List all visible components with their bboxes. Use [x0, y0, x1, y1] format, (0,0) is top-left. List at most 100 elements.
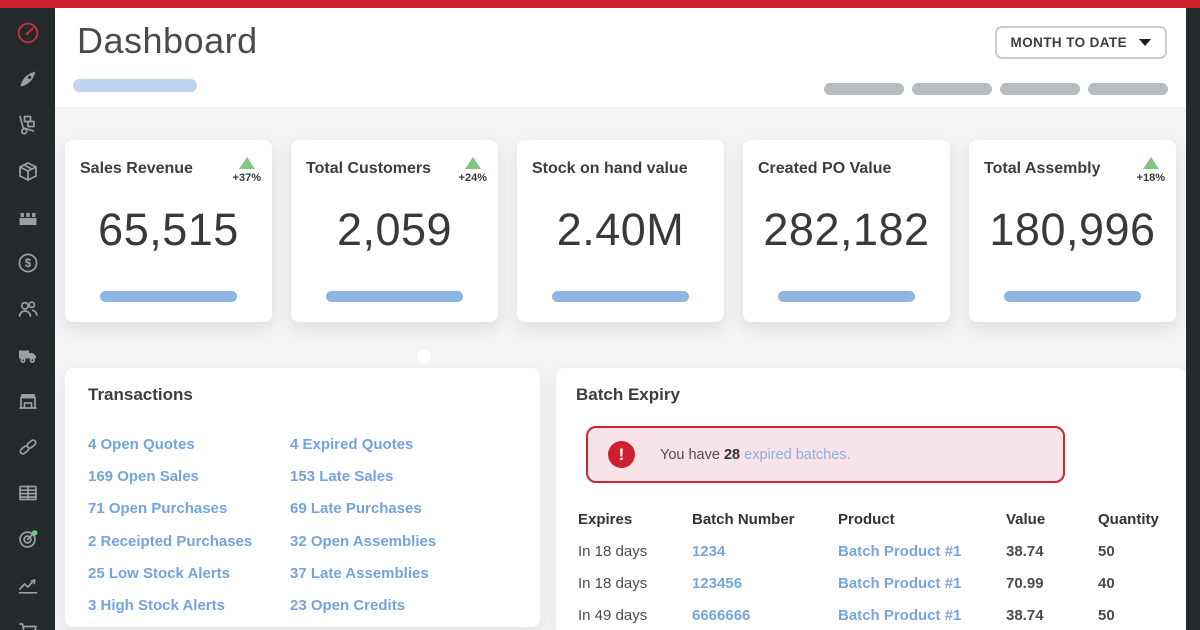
- shopping-cart-icon: [18, 623, 37, 630]
- sidebar-item-analytics[interactable]: [14, 573, 42, 597]
- batch-expiry-panel: Batch Expiry ! You have 28 expired batch…: [556, 368, 1186, 630]
- transactions-panel-title: Transactions: [88, 385, 193, 404]
- scroll-indicator-dot: [417, 350, 431, 364]
- kpi-card-title: Created PO Value: [758, 160, 892, 177]
- line-chart-icon: [18, 579, 37, 594]
- table-icon: [18, 485, 37, 501]
- trend-value: +37%: [232, 172, 261, 184]
- rocket-icon: [20, 71, 35, 87]
- trend-value: +24%: [458, 172, 487, 184]
- cell-expires: In 49 days: [578, 606, 648, 624]
- expired-batches-link[interactable]: expired batches.: [744, 446, 851, 463]
- dashboard-gauge-icon: [17, 22, 38, 44]
- transactions-panel: Transactions 4 Open Quotes 4 Expired Quo…: [65, 368, 540, 627]
- nav-placeholder-bar: [1088, 83, 1168, 95]
- kpi-bar-placeholder: [1004, 291, 1141, 302]
- sidebar-item-receiving[interactable]: [14, 113, 42, 137]
- link-open-sales[interactable]: 169 Open Sales: [88, 467, 199, 485]
- product-link[interactable]: Batch Product #1: [838, 574, 962, 592]
- link-late-sales[interactable]: 153 Late Sales: [290, 467, 394, 485]
- link-expired-quotes[interactable]: 4 Expired Quotes: [290, 435, 414, 453]
- sidebar-item-rocket[interactable]: [14, 67, 42, 91]
- batch-number-link[interactable]: 1234: [692, 542, 726, 560]
- batch-expiry-panel-title: Batch Expiry: [576, 385, 680, 404]
- sidebar-item-store[interactable]: [14, 389, 42, 413]
- kpi-bar-placeholder: [326, 291, 463, 302]
- chevron-down-icon: [1139, 39, 1151, 46]
- sidebar-item-dashboard[interactable]: [14, 21, 42, 45]
- link-high-stock-alerts[interactable]: 3 High Stock Alerts: [88, 597, 225, 615]
- sidebar-nav: $: [0, 8, 55, 630]
- nav-placeholder-bars: [824, 83, 1168, 95]
- trend-indicator: +24%: [459, 157, 487, 184]
- sidebar-item-integrations[interactable]: [14, 435, 42, 459]
- trend-up-icon: [1142, 157, 1159, 169]
- kpi-card-sales-revenue: Sales Revenue +37% 65,515: [65, 140, 272, 322]
- expired-batches-alert: ! You have 28 expired batches.: [586, 426, 1065, 483]
- transactions-links: 4 Open Quotes 4 Expired Quotes 169 Open …: [88, 428, 530, 622]
- trend-up-icon: [464, 157, 481, 169]
- breadcrumb-placeholder: [73, 79, 197, 92]
- batch-number-link[interactable]: 123456: [692, 574, 743, 592]
- col-header-product: Product: [838, 510, 895, 528]
- col-header-expires: Expires: [578, 510, 633, 528]
- link-receipted-purchases[interactable]: 2 Receipted Purchases: [88, 532, 253, 550]
- col-header-batch-number: Batch Number: [692, 510, 795, 528]
- col-header-value: Value: [1006, 510, 1046, 528]
- factory-icon: [19, 213, 36, 225]
- nav-placeholder-bar: [912, 83, 992, 95]
- cell-quantity: 50: [1098, 606, 1115, 624]
- customers-icon: [18, 301, 38, 317]
- trend-value: +18%: [1136, 172, 1165, 184]
- kpi-card-created-po-value: Created PO Value 282,182: [743, 140, 950, 322]
- link-low-stock-alerts[interactable]: 25 Low Stock Alerts: [88, 564, 230, 582]
- link-open-credits[interactable]: 23 Open Credits: [290, 597, 406, 615]
- batch-expiry-table: Expires Batch Number Product Value Quant…: [578, 503, 1166, 630]
- alert-prefix: You have: [660, 446, 720, 463]
- sidebar-item-finance[interactable]: $: [14, 251, 42, 275]
- money-coin-icon: $: [18, 253, 37, 273]
- kpi-card-title: Stock on hand value: [532, 160, 688, 177]
- kpi-card-value: 180,996: [989, 204, 1156, 255]
- nav-placeholder-bar: [1000, 83, 1080, 95]
- kpi-card-value: 2.40M: [556, 204, 685, 255]
- sidebar-item-reports[interactable]: [14, 481, 42, 505]
- batch-number-link[interactable]: 6666666: [692, 606, 751, 624]
- col-header-quantity: Quantity: [1098, 510, 1159, 528]
- product-link[interactable]: Batch Product #1: [838, 542, 962, 560]
- link-open-assemblies[interactable]: 32 Open Assemblies: [290, 532, 437, 550]
- period-selector-label: MONTH TO DATE: [1010, 35, 1127, 50]
- alert-count: 28: [723, 446, 741, 463]
- page-title: Dashboard: [77, 20, 258, 61]
- link-icon: [18, 439, 37, 455]
- page-header: Dashboard MONTH TO DATE: [55, 8, 1186, 107]
- cell-quantity: 50: [1098, 542, 1115, 560]
- kpi-bar-placeholder: [778, 291, 915, 302]
- sidebar-item-shipping[interactable]: [14, 343, 42, 367]
- kpi-card-title: Total Customers: [306, 160, 432, 177]
- sidebar-item-manufacturing[interactable]: [14, 205, 42, 229]
- kpi-card-value: 2,059: [336, 204, 453, 255]
- cell-quantity: 40: [1098, 574, 1115, 592]
- sidebar-item-goals[interactable]: [14, 527, 42, 551]
- trend-indicator: +37%: [233, 157, 261, 184]
- storefront-icon: [18, 394, 37, 409]
- link-open-purchases[interactable]: 71 Open Purchases: [88, 500, 228, 518]
- link-late-purchases[interactable]: 69 Late Purchases: [290, 500, 422, 518]
- cell-expires: In 18 days: [578, 574, 648, 592]
- period-selector-button[interactable]: MONTH TO DATE: [994, 26, 1167, 59]
- sidebar-item-customers[interactable]: [14, 297, 42, 321]
- trend-indicator: +18%: [1137, 157, 1165, 184]
- sidebar-item-inventory[interactable]: [14, 159, 42, 183]
- alert-message: You have 28 expired batches.: [660, 447, 851, 463]
- sidebar-item-checkout[interactable]: [14, 619, 42, 630]
- kpi-card-stock-on-hand: Stock on hand value 2.40M: [517, 140, 724, 322]
- link-late-assemblies[interactable]: 37 Late Assemblies: [290, 564, 429, 582]
- product-link[interactable]: Batch Product #1: [838, 606, 962, 624]
- kpi-card-value: 65,515: [98, 204, 239, 255]
- cell-value: 38.74: [1006, 606, 1044, 624]
- cell-value: 70.99: [1006, 574, 1044, 592]
- svg-text:$: $: [24, 258, 31, 270]
- link-open-quotes[interactable]: 4 Open Quotes: [88, 435, 195, 453]
